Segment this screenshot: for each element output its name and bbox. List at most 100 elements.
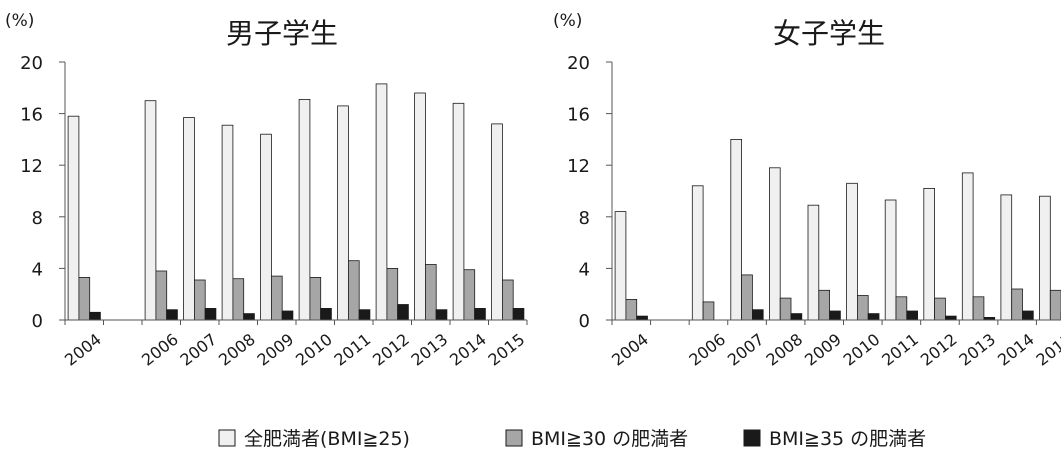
x-tick-label-female-2009: 2009 [801, 330, 845, 370]
bar-bmi30-2013 [972, 296, 985, 321]
bar-bmi30-2006 [702, 301, 715, 321]
bar-all-obese-2012 [375, 83, 388, 321]
bar-all-obese-2006 [691, 185, 704, 321]
x-tick-label-male-2008: 2008 [215, 330, 259, 370]
bar-bmi30-2010 [309, 276, 322, 321]
bar-bmi35-2007 [204, 307, 217, 321]
bar-bmi35-2004 [636, 315, 648, 321]
y-unit-label-female: (%) [553, 11, 582, 31]
y-tick-label-female: 12 [567, 156, 590, 177]
y-tick-label-female: 20 [567, 53, 590, 74]
bar-bmi30-2015 [1049, 289, 1061, 321]
x-tick-label-male-2009: 2009 [254, 330, 298, 370]
bar-bmi30-2012 [386, 267, 399, 321]
bar-bmi35-2011 [906, 310, 918, 321]
bar-all-obese-2009 [807, 204, 820, 321]
x-tick-label-male-2014: 2014 [446, 330, 490, 370]
bar-bmi35-2004 [89, 311, 101, 321]
bar-bmi35-2006 [166, 309, 178, 321]
legend-label-all-obese: 全肥満者(BMI≧25) [244, 428, 410, 450]
bar-bmi30-2007 [193, 279, 206, 321]
x-tick-label-female-2010: 2010 [840, 330, 884, 370]
bar-bmi30-2012 [934, 297, 946, 321]
legend: 全肥満者(BMI≧25) BMI≧30 の肥満者 BMI≧35 の肥満者 [218, 428, 926, 450]
bar-all-obese-2009 [260, 133, 272, 321]
bar-all-obese-2006 [144, 100, 157, 321]
bar-bmi35-2007 [752, 309, 764, 321]
bar-bmi35-2015 [512, 307, 525, 321]
x-tick-label-female-2015: 2015 [1033, 330, 1061, 370]
bar-all-obese-2004 [67, 115, 80, 321]
x-tick-label-female-2013: 2013 [955, 330, 999, 370]
x-tick-label-female-2008: 2008 [762, 330, 806, 370]
bar-all-obese-2014 [1000, 194, 1013, 321]
bar-bmi30-2006 [155, 270, 168, 321]
bar-bmi35-2009 [281, 310, 294, 321]
bar-all-obese-2007 [730, 138, 742, 321]
bar-bmi30-2007 [741, 274, 753, 321]
bar-bmi30-2014 [463, 269, 476, 321]
bar-bmi35-2012 [397, 304, 409, 321]
y-tick-label-male: 12 [20, 156, 43, 177]
x-tick-label-male-2013: 2013 [408, 330, 452, 370]
x-tick-label-female-2014: 2014 [994, 330, 1038, 370]
bar-all-obese-2014 [452, 102, 465, 321]
x-tick-label-male-2015: 2015 [485, 330, 529, 370]
bar-all-obese-2007 [183, 117, 195, 321]
y-tick-label-female: 0 [579, 311, 590, 332]
y-tick-label-male: 4 [32, 259, 43, 280]
bar-all-obese-2013 [961, 172, 974, 321]
bar-bmi35-2014 [1022, 310, 1034, 321]
x-tick-label-female-2004: 2004 [608, 330, 652, 370]
bar-all-obese-2013 [414, 92, 426, 321]
bar-bmi30-2008 [779, 297, 792, 321]
bar-bmi30-2008 [232, 278, 245, 321]
y-tick-label-female: 8 [579, 208, 590, 229]
x-tick-label-male-2004: 2004 [61, 330, 105, 370]
chart-title-male: 男子学生 [226, 17, 338, 50]
legend-label-bmi30: BMI≧30 の肥満者 [531, 428, 688, 450]
bar-bmi35-2010 [320, 307, 332, 321]
bar-bmi30-2004 [78, 276, 91, 321]
x-tick-label-male-2007: 2007 [177, 330, 221, 370]
x-tick-label-male-2011: 2011 [331, 330, 375, 370]
y-tick-label-male: 8 [32, 208, 43, 229]
bar-all-obese-2010 [298, 99, 311, 321]
bar-bmi30-2015 [501, 279, 514, 321]
bar-bmi35-2014 [474, 307, 486, 321]
x-tick-label-male-2012: 2012 [369, 330, 413, 370]
bar-bmi30-2009 [270, 275, 283, 321]
legend-swatch-bmi30 [505, 429, 523, 447]
bar-bmi35-2008 [243, 313, 255, 321]
y-tick-label-male: 16 [20, 105, 43, 126]
legend-label-bmi35: BMI≧35 の肥満者 [769, 428, 926, 450]
bar-bmi30-2014 [1011, 288, 1023, 321]
bar-bmi35-2013 [435, 309, 448, 321]
x-tick-label-female-2011: 2011 [878, 330, 922, 370]
bar-all-obese-2004 [614, 211, 627, 321]
bar-bmi35-2010 [867, 313, 880, 321]
x-tick-label-male-2010: 2010 [292, 330, 336, 370]
bar-all-obese-2011 [884, 199, 897, 321]
y-tick-label-female: 4 [579, 259, 590, 280]
chart-title-female: 女子学生 [773, 17, 885, 50]
bar-bmi30-2013 [424, 264, 437, 321]
bar-bmi30-2004 [625, 298, 638, 321]
x-tick-label-female-2006: 2006 [685, 330, 729, 370]
x-tick-label-female-2007: 2007 [724, 330, 768, 370]
y-tick-label-female: 16 [567, 105, 590, 126]
bar-all-obese-2011 [337, 105, 349, 321]
bar-bmi30-2010 [857, 295, 869, 321]
bar-all-obese-2008 [221, 124, 234, 321]
bar-bmi30-2009 [818, 289, 830, 321]
legend-swatch-bmi35 [743, 429, 761, 447]
y-unit-label-male: (%) [5, 11, 34, 31]
y-tick-label-male: 0 [32, 311, 43, 332]
x-tick-label-female-2012: 2012 [917, 330, 961, 370]
bar-bmi35-2009 [829, 310, 841, 321]
y-tick-label-male: 20 [20, 53, 43, 74]
bar-all-obese-2010 [846, 182, 858, 321]
